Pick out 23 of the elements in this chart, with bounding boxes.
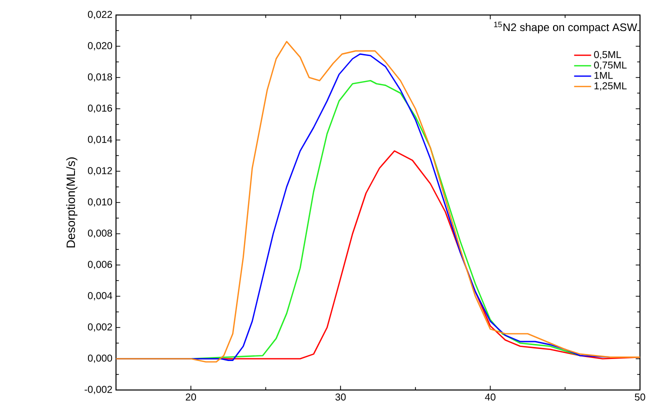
y-tick-label: 0,022 xyxy=(88,10,112,20)
y-tick-label: 0,008 xyxy=(88,230,112,238)
y-tick-label: 0,020 xyxy=(88,42,112,50)
y-tick-label: 0,012 xyxy=(88,167,112,176)
legend-title: $^{15}$N2 shape on compact ASW xyxy=(494,22,638,34)
y-tick-label: 0,004 xyxy=(88,292,112,300)
x-tick-label: 20 xyxy=(186,394,196,401)
legend-label: 1,25ML xyxy=(594,82,627,91)
y-tick-label: 0,018 xyxy=(88,73,112,82)
legend-label: 1ML xyxy=(594,72,613,79)
y-tick-label: 0,014 xyxy=(88,136,112,144)
y-tick-label: 0,006 xyxy=(88,260,112,270)
x-tick-label: 40 xyxy=(484,394,496,401)
y-tick-label: 0,002 xyxy=(88,323,112,332)
y-axis-title: Desorption(ML/s) xyxy=(66,157,78,248)
legend-label: 0,5ML xyxy=(594,51,622,60)
y-tick-label: -0,002 xyxy=(84,386,112,394)
y-tick-label: 0,010 xyxy=(88,198,112,207)
y-tick-label: 0,016 xyxy=(88,104,112,113)
y-tick-label: 0,000 xyxy=(88,354,112,363)
x-tick-label: 30 xyxy=(335,394,346,401)
legend-label: 0,75ML xyxy=(594,62,627,70)
x-tick-label: 50 xyxy=(634,394,646,401)
